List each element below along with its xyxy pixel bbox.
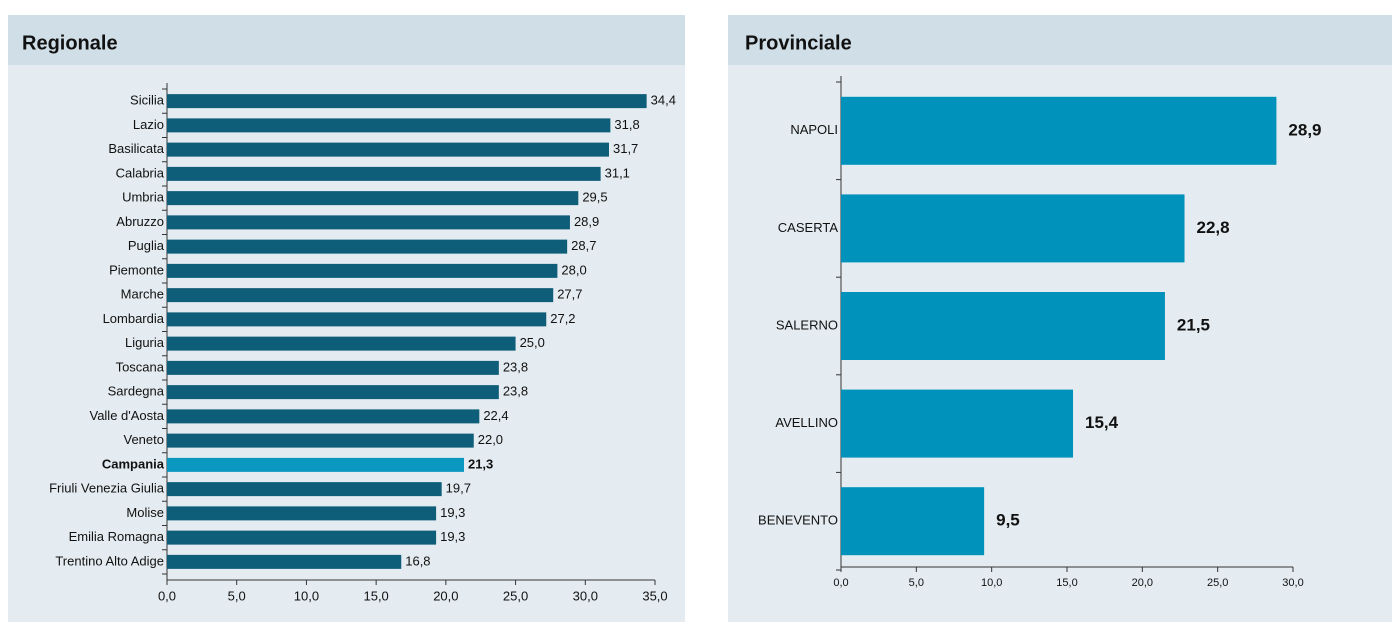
value-label: 21,3 (468, 456, 493, 471)
x-tick-label: 0,0 (833, 577, 848, 589)
bar (167, 239, 568, 254)
y-tick-label: Lazio (133, 117, 164, 132)
x-tick-label: 30,0 (1282, 577, 1303, 589)
bar (167, 409, 480, 424)
y-tick-label: Emilia Romagna (69, 529, 165, 544)
bar (167, 482, 442, 497)
value-label: 31,1 (605, 165, 630, 180)
bar (841, 487, 985, 556)
x-tick-label: 15,0 (1056, 577, 1077, 589)
bar (167, 191, 579, 206)
x-tick-label: 35,0 (642, 588, 667, 603)
bar (167, 506, 437, 521)
y-tick-label: Liguria (125, 335, 165, 350)
y-tick-label: Campania (102, 456, 165, 471)
y-tick-label: Lombardia (103, 311, 165, 326)
value-label: 28,0 (561, 262, 586, 277)
bar (167, 360, 499, 375)
y-tick-label: Valle d'Aosta (89, 408, 164, 423)
y-tick-label: Umbria (122, 190, 165, 205)
value-label: 15,4 (1085, 413, 1119, 432)
y-tick-label: Piemonte (109, 262, 164, 277)
y-tick-label: Puglia (128, 238, 165, 253)
bar (167, 554, 402, 569)
y-tick-label: Trentino Alto Adige (55, 553, 164, 568)
y-tick-label: Veneto (124, 432, 165, 447)
x-tick-label: 25,0 (1207, 577, 1228, 589)
y-tick-label: Toscana (116, 359, 165, 374)
y-tick-label: CASERTA (778, 220, 839, 235)
value-label: 27,7 (557, 287, 582, 302)
x-tick-label: 20,0 (1132, 577, 1153, 589)
x-tick-label: 10,0 (981, 577, 1002, 589)
y-tick-label: AVELLINO (775, 415, 838, 430)
x-tick-label: 30,0 (573, 588, 598, 603)
y-tick-label: BENEVENTO (758, 513, 838, 528)
y-tick-label: Friuli Venezia Giulia (49, 481, 165, 496)
bar (841, 389, 1074, 458)
x-tick-label: 0,0 (158, 588, 176, 603)
bar (167, 385, 499, 400)
x-tick-label: 25,0 (503, 588, 528, 603)
value-label: 28,9 (1288, 120, 1321, 139)
y-tick-label: Sardegna (108, 384, 165, 399)
value-label: 23,8 (503, 384, 528, 399)
x-tick-label: 15,0 (363, 588, 388, 603)
bar (167, 336, 516, 351)
chart-title: Regionale (22, 32, 118, 54)
bar (167, 263, 558, 278)
bar (167, 94, 647, 109)
bar (167, 433, 474, 448)
bar (841, 96, 1277, 165)
value-label: 28,7 (571, 238, 596, 253)
value-label: 34,4 (651, 93, 676, 108)
y-tick-label: Basilicata (108, 141, 164, 156)
panel-header (728, 15, 1392, 65)
value-label: 27,2 (550, 311, 575, 326)
bar (167, 142, 609, 157)
y-tick-label: SALERNO (776, 317, 838, 332)
bar (167, 118, 611, 133)
bar (841, 292, 1165, 360)
y-tick-label: Abruzzo (116, 214, 164, 229)
bar (167, 530, 437, 545)
bar (167, 215, 570, 230)
value-label: 22,0 (478, 432, 503, 447)
x-tick-label: 5,0 (909, 577, 924, 589)
value-label: 16,8 (405, 553, 430, 568)
value-label: 23,8 (503, 359, 528, 374)
bar (167, 288, 554, 303)
panel-header (8, 15, 685, 65)
value-label: 22,8 (1197, 218, 1230, 237)
x-tick-label: 20,0 (433, 588, 458, 603)
value-label: 21,5 (1177, 315, 1210, 334)
value-label: 9,5 (996, 511, 1020, 530)
y-tick-label: NAPOLI (790, 122, 838, 137)
y-tick-label: Marche (121, 287, 164, 302)
x-tick-label: 10,0 (294, 588, 319, 603)
y-tick-label: Sicilia (130, 93, 165, 108)
bar (167, 457, 464, 472)
value-label: 25,0 (520, 335, 545, 350)
value-label: 31,8 (614, 117, 639, 132)
value-label: 19,7 (446, 481, 471, 496)
value-label: 31,7 (613, 141, 638, 156)
bar (167, 166, 601, 181)
value-label: 19,3 (440, 505, 465, 520)
value-label: 28,9 (574, 214, 599, 229)
bar (841, 194, 1185, 263)
x-tick-label: 5,0 (228, 588, 246, 603)
chart-title: Provinciale (745, 32, 852, 54)
y-tick-label: Calabria (116, 165, 165, 180)
value-label: 29,5 (582, 190, 607, 205)
value-label: 22,4 (483, 408, 508, 423)
value-label: 19,3 (440, 529, 465, 544)
bar (167, 312, 547, 327)
y-tick-label: Molise (126, 505, 164, 520)
